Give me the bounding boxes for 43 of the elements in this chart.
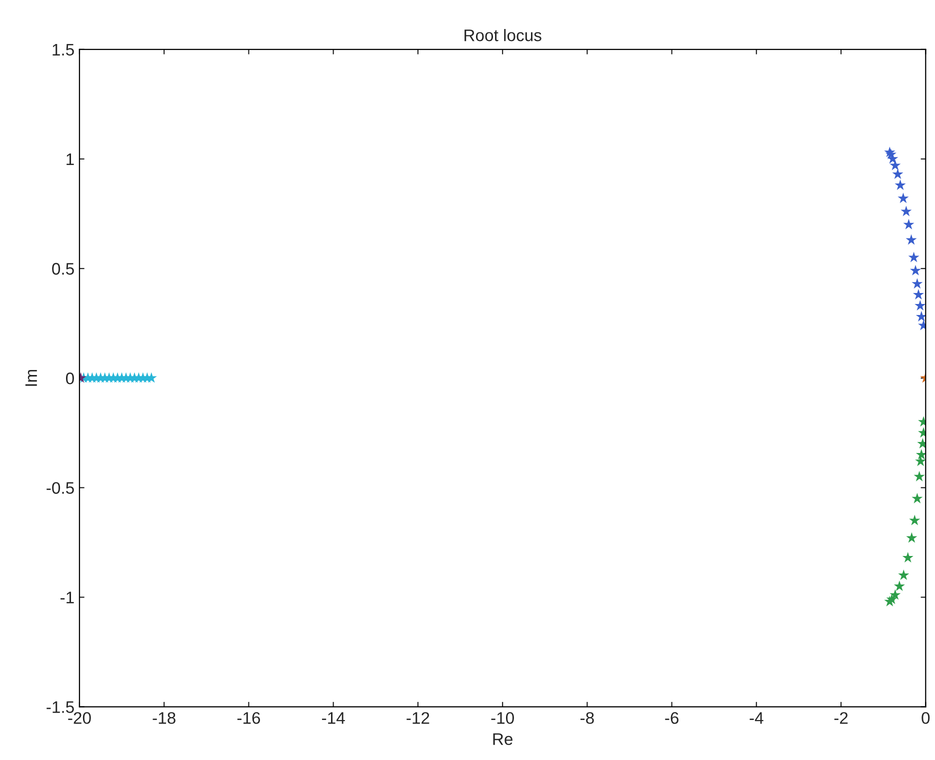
point bbox=[912, 492, 923, 504]
point bbox=[916, 310, 926, 322]
point bbox=[900, 206, 912, 216]
point bbox=[914, 300, 926, 310]
y-tick-label: 0.5 bbox=[52, 262, 74, 275]
point bbox=[898, 192, 909, 204]
point bbox=[890, 160, 901, 170]
point bbox=[892, 168, 904, 180]
y-tick-label: -1.5 bbox=[46, 701, 74, 714]
x-tick-label: -6 bbox=[665, 712, 678, 724]
point bbox=[906, 532, 918, 543]
point bbox=[909, 514, 920, 526]
point bbox=[915, 456, 926, 466]
x-tick-label: -14 bbox=[322, 712, 345, 724]
y-tick-label: -1 bbox=[60, 592, 74, 604]
y-axis-title: Im bbox=[25, 370, 37, 386]
point bbox=[910, 264, 922, 276]
x-tick-label: -8 bbox=[580, 712, 594, 724]
x-tick-label: -16 bbox=[237, 712, 260, 724]
point bbox=[908, 252, 920, 262]
point bbox=[914, 470, 925, 482]
y-tick-label: 1 bbox=[66, 154, 74, 166]
point bbox=[894, 179, 906, 190]
point bbox=[903, 218, 914, 230]
x-tick-label: -10 bbox=[491, 712, 514, 724]
point bbox=[916, 448, 926, 460]
point bbox=[912, 289, 924, 300]
point bbox=[894, 580, 905, 591]
x-tick-label: 0 bbox=[922, 712, 930, 724]
x-tick-label: -2 bbox=[834, 712, 848, 724]
point bbox=[902, 552, 914, 562]
x-tick-label: -4 bbox=[750, 712, 764, 724]
x-tick-label: -18 bbox=[152, 712, 176, 724]
y-tick-label: -0.5 bbox=[46, 482, 74, 494]
chart-title: Root locus bbox=[464, 28, 542, 42]
point bbox=[912, 278, 923, 289]
y-tick-label: 0 bbox=[66, 372, 74, 384]
y-tick-label: 1.5 bbox=[52, 44, 74, 56]
x-tick-label: -20 bbox=[68, 712, 91, 724]
x-tick-label: -12 bbox=[406, 712, 430, 724]
x-axis-title: Re bbox=[493, 733, 512, 745]
point bbox=[898, 570, 910, 580]
point bbox=[906, 234, 917, 245]
